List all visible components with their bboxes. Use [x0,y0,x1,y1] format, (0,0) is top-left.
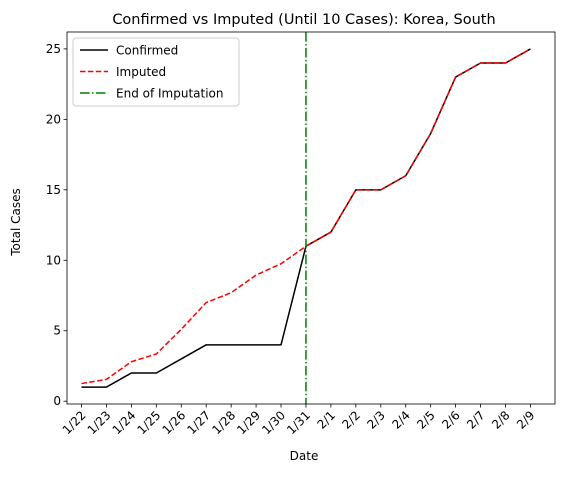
x-tick-label: 2/7 [464,408,488,432]
x-tick-label: 1/27 [184,408,213,437]
y-tick-label: 20 [46,112,61,126]
x-tick-label: 1/29 [234,408,263,437]
x-tick-label: 2/3 [364,408,388,432]
x-axis-label: Date [290,449,319,463]
y-tick-label: 15 [46,183,61,197]
x-tick-label: 1/24 [110,408,139,437]
legend-label-1: Imputed [116,65,166,79]
x-tick-label: 1/26 [159,408,188,437]
x-tick-label: 1/28 [209,408,238,437]
x-tick-label: 2/1 [314,408,338,432]
x-tick-label: 1/25 [134,408,163,437]
y-tick-label: 0 [53,394,61,408]
x-tick-label: 2/9 [514,408,538,432]
y-tick-label: 5 [53,324,61,338]
x-tick-label: 2/6 [439,408,463,432]
y-tick-label: 25 [46,42,61,56]
x-tick-label: 1/23 [85,408,114,437]
y-axis-label: Total Cases [9,188,23,256]
legend-label-2: End of Imputation [116,87,224,101]
x-tick-label: 2/2 [339,408,363,432]
x-tick-label: 1/30 [259,408,288,437]
x-tick-label: 2/4 [389,408,413,432]
chart-title: Confirmed vs Imputed (Until 10 Cases): K… [112,12,495,28]
y-tick-label: 10 [46,253,61,267]
x-tick-label: 1/22 [60,408,89,437]
legend-label-0: Confirmed [116,44,178,58]
x-tick-label: 2/5 [414,408,438,432]
x-tick-label: 2/8 [489,408,513,432]
x-tick-label: 1/31 [284,408,313,437]
legend: Confirmed Imputed End of Imputation [73,38,239,106]
